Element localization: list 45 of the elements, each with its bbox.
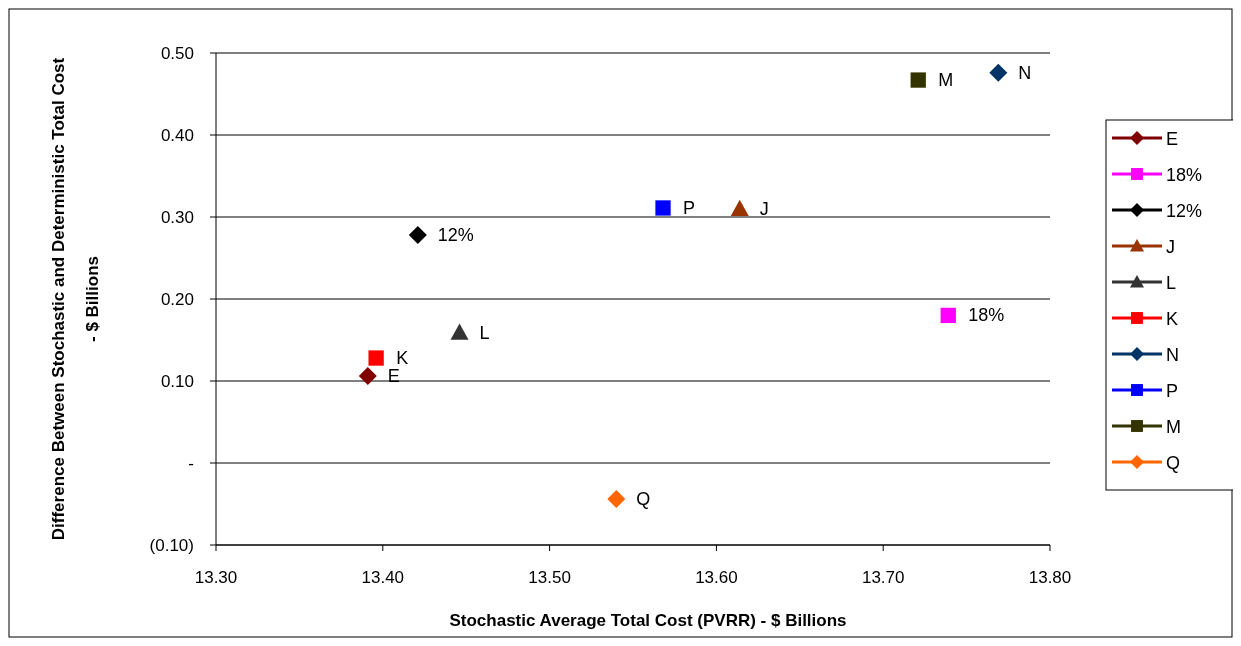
x-tick-label: 13.60 [695,568,738,587]
y-tick-label: 0.10 [160,372,194,391]
legend-label: P [1166,381,1179,401]
point [607,490,626,509]
y-tick-label: 0.50 [160,44,194,63]
point [989,63,1008,82]
y-tick-label: - [188,454,194,473]
legend-label: L [1166,273,1177,293]
x-tick-label: 13.40 [361,568,405,587]
legend-label: E [1166,129,1179,149]
text: N [1018,62,1032,83]
point [368,350,384,366]
y-tick-label: (0.10) [149,536,194,555]
point [940,307,956,324]
point [730,199,749,216]
text: E [387,366,400,387]
text: 12% [437,225,474,246]
legend-label: N [1166,345,1179,365]
point [655,200,671,216]
y-axis-title: Difference Between Stochastic and Deterministic Total Cost - $ Billions [49,57,102,541]
x-tick-label: 13.30 [194,568,238,587]
y-tick-label: 0.40 [160,126,194,145]
point [408,226,427,245]
text: K [396,348,409,369]
text: P [683,197,696,218]
text: J [759,198,769,219]
legend-label: J [1166,237,1175,257]
x-tick-label: 13.70 [861,568,905,587]
legend-label: M [1166,417,1181,437]
y-tick-label: 0.20 [160,290,194,309]
legend-label: 12% [1166,201,1203,221]
text: Q [636,489,651,510]
x-axis-title: Stochastic Average Total Cost (PVRR) - $ Billions [449,611,847,630]
text: 18% [968,305,1005,326]
point [358,367,377,386]
y-tick-label: 0.30 [160,208,194,227]
point [450,323,469,340]
legend-label: Q [1166,453,1181,473]
legend-label: 18% [1166,165,1203,185]
x-tick-label: 13.80 [1028,568,1072,587]
point [910,72,926,88]
x-tick-label: 13.50 [528,568,571,587]
text: L [479,322,490,343]
legend-label: K [1166,309,1179,329]
text: M [938,70,954,91]
